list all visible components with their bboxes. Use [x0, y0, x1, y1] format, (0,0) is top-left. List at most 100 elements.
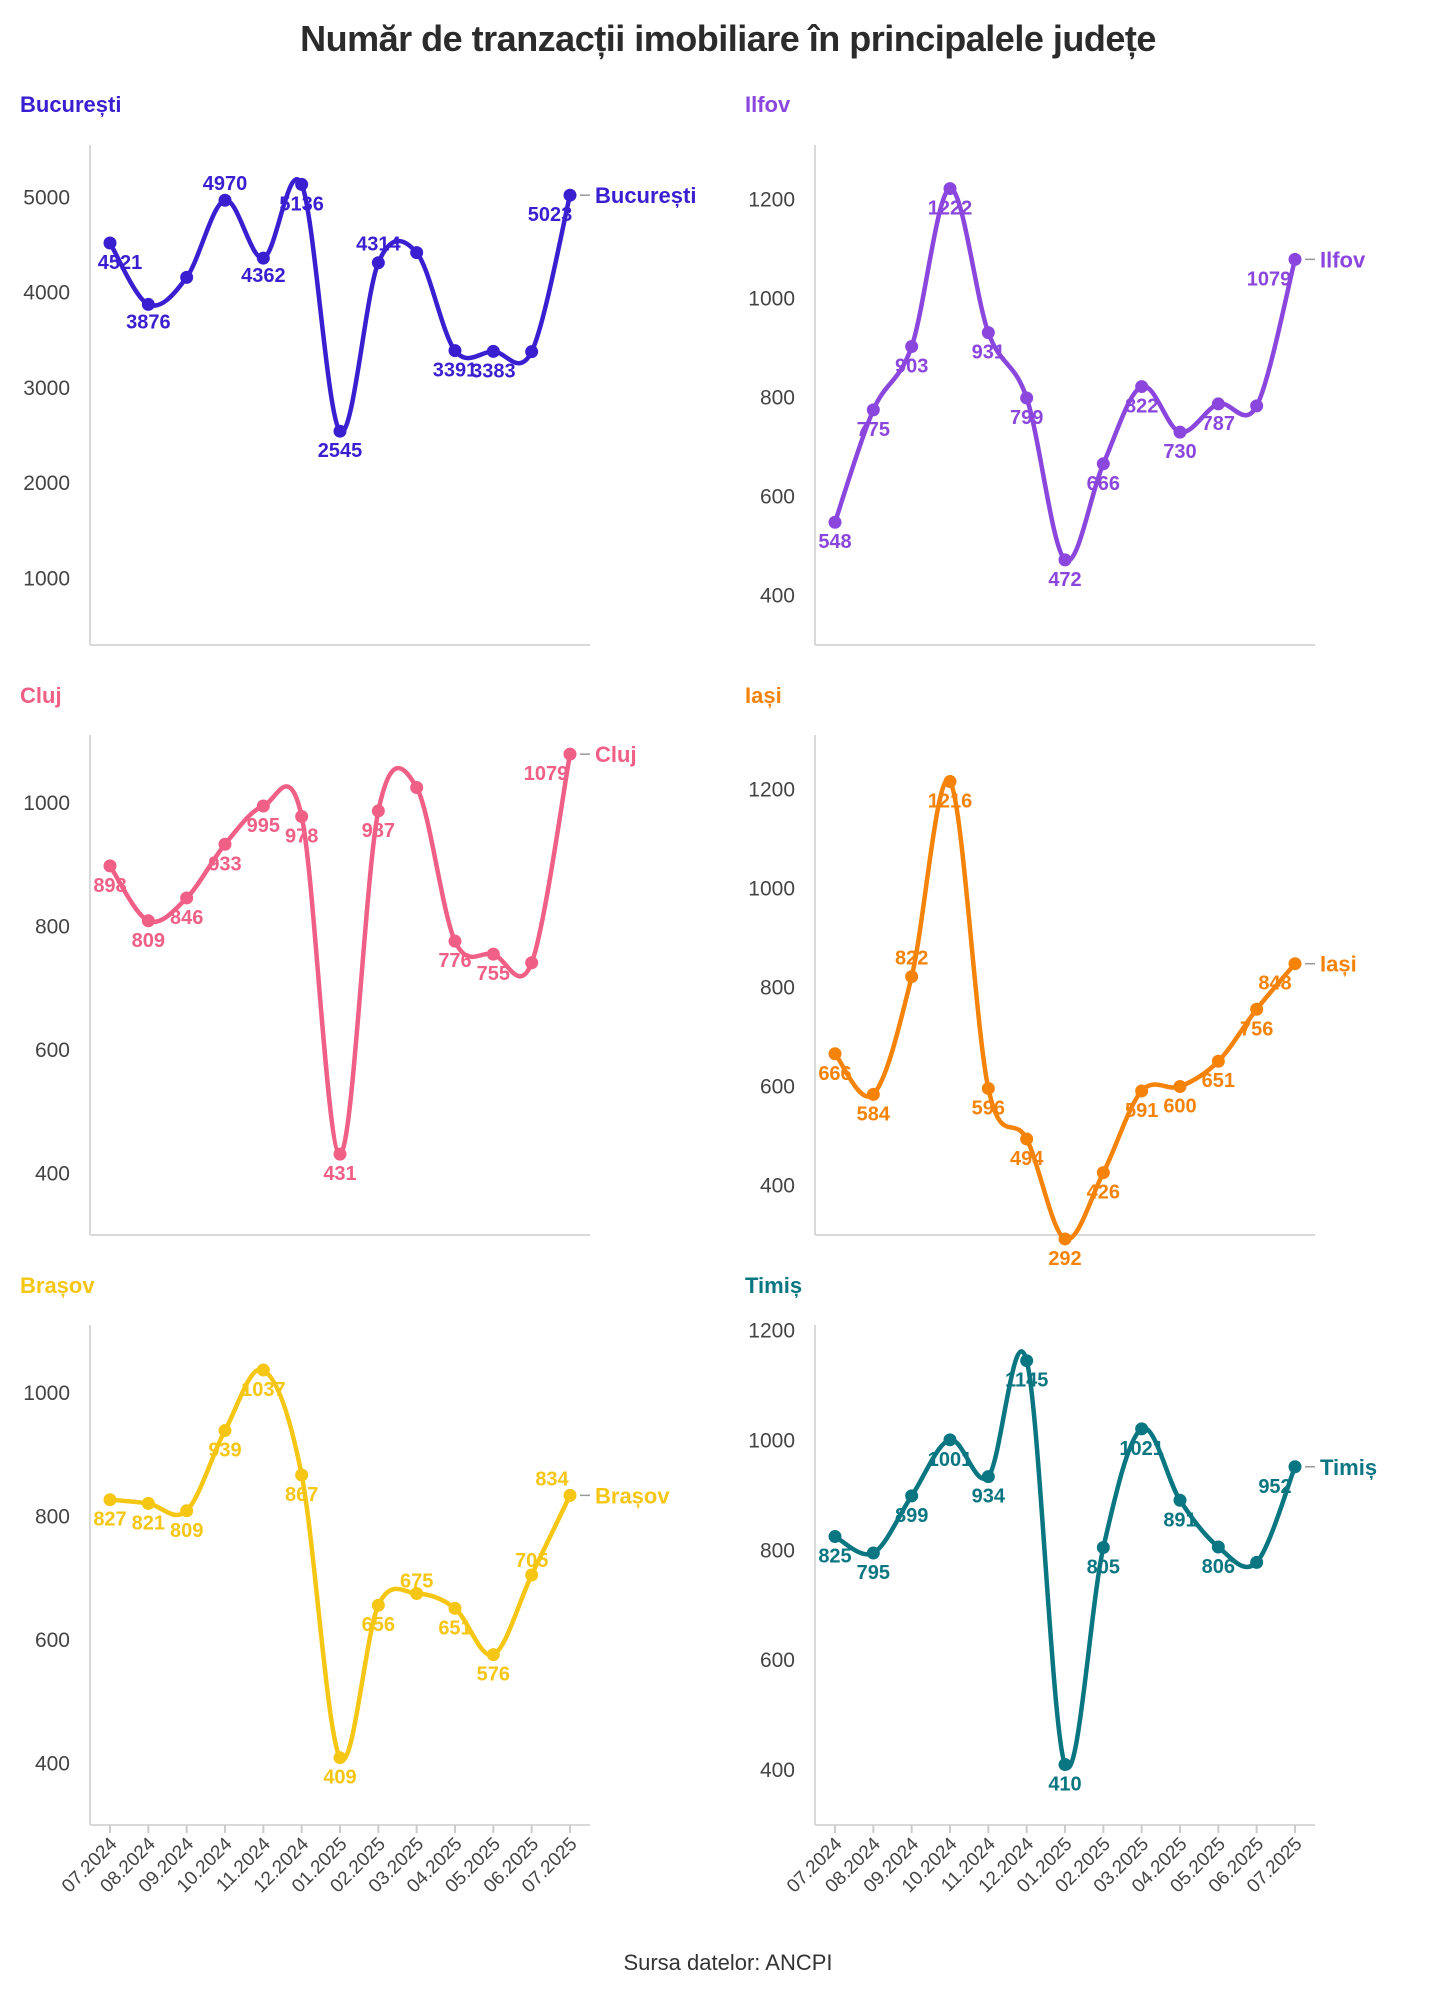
data-point — [1020, 391, 1034, 405]
data-point — [866, 1546, 880, 1560]
data-label: 4970 — [203, 173, 248, 195]
data-label: 1001 — [928, 1449, 973, 1471]
data-point — [141, 297, 155, 311]
data-label: 1079 — [524, 763, 569, 785]
data-point — [1211, 397, 1225, 411]
data-point — [1058, 1758, 1072, 1772]
y-tick-label: 600 — [35, 1039, 70, 1062]
data-point — [905, 970, 919, 984]
data-label: 825 — [818, 1546, 851, 1568]
data-label: 787 — [1202, 413, 1235, 435]
data-point — [1288, 252, 1302, 266]
data-label: 867 — [285, 1484, 318, 1506]
end-label: Iași — [1320, 952, 1357, 977]
data-label: 410 — [1048, 1774, 1081, 1796]
data-point — [1096, 457, 1110, 471]
data-label: 409 — [323, 1767, 356, 1789]
data-label: 805 — [1087, 1557, 1120, 1579]
y-tick-label: 400 — [35, 1752, 70, 1775]
y-tick-label: 400 — [760, 1759, 795, 1782]
data-point — [256, 1363, 270, 1377]
data-label: 806 — [1202, 1556, 1235, 1578]
data-label: 939 — [208, 1440, 241, 1462]
data-label: 3383 — [471, 360, 516, 382]
y-tick-label: 1200 — [748, 778, 795, 801]
data-point — [525, 956, 539, 970]
y-tick-label: 400 — [760, 1174, 795, 1197]
data-label: 952 — [1258, 1476, 1291, 1498]
data-point — [218, 1424, 232, 1438]
data-point — [563, 747, 577, 761]
data-point — [448, 344, 462, 358]
data-point — [448, 1601, 462, 1615]
data-point — [103, 236, 117, 250]
data-point — [333, 1751, 347, 1765]
data-point — [1250, 1555, 1264, 1569]
data-label: 4521 — [98, 252, 143, 274]
data-label: 651 — [438, 1617, 471, 1639]
panel-4: Iași 400 600 800 1000 1200 666 584 822 1216 596 494… — [745, 683, 1357, 1270]
y-tick-label: 600 — [35, 1629, 70, 1652]
data-label: 827 — [93, 1509, 126, 1531]
data-point — [333, 1147, 347, 1161]
data-point — [486, 344, 500, 358]
panel-2: Ilfov 400 600 800 1000 1200 548 775 903 1222 931 79… — [745, 92, 1366, 646]
data-point — [943, 182, 957, 196]
data-label: 591 — [1125, 1100, 1158, 1122]
data-label: 4362 — [241, 265, 286, 287]
data-label: 822 — [1125, 396, 1158, 418]
data-point — [180, 270, 194, 284]
data-point — [141, 914, 155, 928]
data-label: 898 — [93, 875, 126, 897]
data-point — [1211, 1540, 1225, 1554]
data-point — [866, 403, 880, 417]
data-label: 3876 — [126, 311, 171, 333]
data-label: 848 — [1258, 973, 1291, 995]
data-point — [525, 1568, 539, 1582]
data-label: 292 — [1048, 1248, 1081, 1270]
data-label: 730 — [1163, 441, 1196, 463]
y-tick-label: 1200 — [748, 188, 795, 211]
data-label: 933 — [208, 853, 241, 875]
data-label: 3391 — [433, 360, 478, 382]
data-label: 755 — [477, 963, 510, 985]
panel-title: Cluj — [20, 683, 62, 708]
data-label: 1021 — [1119, 1438, 1164, 1460]
y-tick-label: 800 — [35, 1505, 70, 1528]
data-label: 775 — [857, 419, 890, 441]
panel-title: Timiș — [745, 1273, 802, 1298]
data-point — [981, 1081, 995, 1095]
data-point — [333, 424, 347, 438]
data-point — [218, 837, 232, 851]
y-tick-label: 1200 — [748, 1319, 795, 1342]
y-tick-label: 1000 — [23, 1382, 70, 1405]
data-point — [218, 193, 232, 207]
data-label: 5136 — [279, 193, 324, 215]
data-point — [1173, 425, 1187, 439]
y-tick-label: 3000 — [23, 377, 70, 400]
data-label: 576 — [477, 1664, 510, 1686]
data-point — [905, 1489, 919, 1503]
panel-title: București — [20, 92, 121, 117]
data-point — [295, 1468, 309, 1482]
data-point — [1211, 1054, 1225, 1068]
data-point — [1058, 553, 1072, 567]
end-label: Ilfov — [1320, 247, 1366, 272]
data-point — [256, 799, 270, 813]
data-label: 987 — [362, 820, 395, 842]
data-label: 656 — [362, 1614, 395, 1636]
data-point — [1250, 1002, 1264, 1016]
y-tick-label: 800 — [760, 976, 795, 999]
data-label: 809 — [170, 1520, 203, 1542]
data-label: 809 — [132, 930, 165, 952]
data-label: 834 — [535, 1468, 569, 1490]
y-tick-label: 1000 — [23, 567, 70, 590]
data-label: 776 — [438, 950, 471, 972]
data-point — [828, 1047, 842, 1061]
data-point — [410, 780, 424, 794]
data-point — [295, 177, 309, 191]
data-label: 4314 — [356, 234, 401, 256]
data-label: 584 — [857, 1103, 891, 1125]
data-point — [1096, 1166, 1110, 1180]
data-point — [1096, 1541, 1110, 1555]
